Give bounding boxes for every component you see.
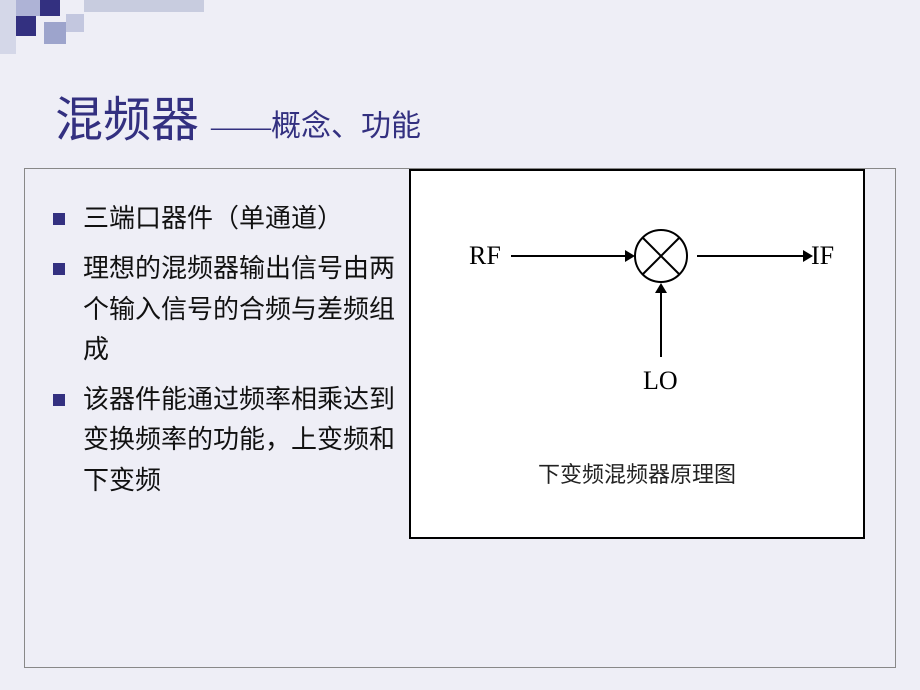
deco-block (40, 0, 60, 16)
deco-block (44, 22, 66, 44)
bullet-item: 三端口器件（单通道） (53, 199, 403, 239)
diagram-caption: 下变频混频器原理图 (411, 457, 863, 489)
content-box: 三端口器件（单通道） 理想的混频器输出信号由两个输入信号的合频与差频组成该器件能通… (24, 168, 896, 668)
bullet-text: 理想的混频器输出信号由两个输入信号的合频与差频组成 (83, 249, 403, 370)
title-main: 混频器 (55, 94, 199, 147)
bullet-list: 三端口器件（单通道） 理想的混频器输出信号由两个输入信号的合频与差频组成该器件能通… (53, 199, 403, 511)
deco-block (84, 0, 204, 12)
mixer-svg (411, 171, 867, 421)
bullet-marker (53, 263, 65, 275)
bullet-text: 该器件能通过频率相乘达到变换频率的功能，上变频和下变频 (83, 380, 403, 501)
deco-block (66, 14, 84, 32)
if-label: IF (811, 241, 834, 271)
bullet-marker (53, 394, 65, 406)
deco-block (16, 0, 40, 16)
bullet-text: 三端口器件（单通道） (83, 199, 343, 239)
bullet-item: 该器件能通过频率相乘达到变换频率的功能，上变频和下变频 (53, 380, 403, 501)
bullet-item: 理想的混频器输出信号由两个输入信号的合频与差频组成 (53, 249, 403, 370)
slide-title: 混频器 ——概念、功能 (55, 80, 421, 150)
bullet-marker (53, 213, 65, 225)
deco-block (0, 0, 16, 54)
rf-label: RF (469, 241, 501, 271)
deco-block (16, 16, 36, 36)
title-dash: —— (211, 110, 271, 143)
corner-decoration (0, 0, 200, 55)
title-sub: 概念、功能 (271, 110, 421, 143)
mixer-diagram: RF IF LO 下变频混频器原理图 (409, 169, 865, 539)
lo-label: LO (643, 366, 678, 396)
